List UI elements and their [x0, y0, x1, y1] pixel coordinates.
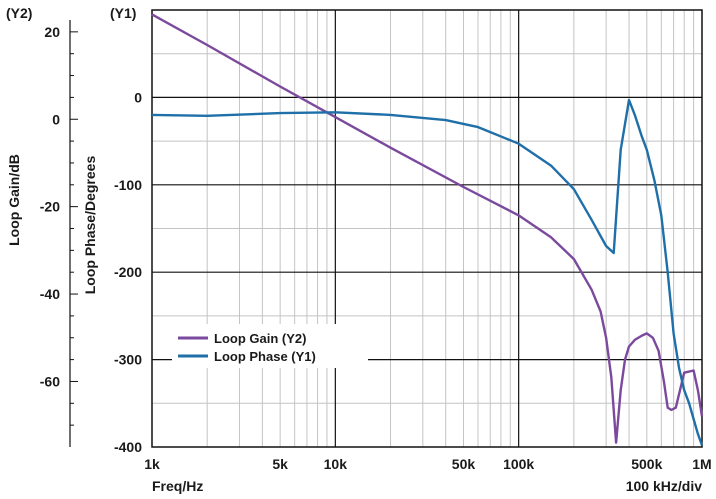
grid-minor-lines: [152, 10, 702, 447]
y1-tick-label: -100: [114, 177, 142, 193]
x-axis-title: Freq/Hz: [152, 478, 203, 494]
x-tick-label: 500k: [631, 456, 662, 472]
legend: Loop Gain (Y2) Loop Phase (Y1): [172, 324, 368, 368]
y1-tick-labels: 0 -100 -200 -300 -400: [114, 89, 142, 455]
x-tick-label: 100k: [503, 456, 534, 472]
x-tick-labels: 1k 5k 10k 50k 100k 500k 1M: [144, 456, 712, 472]
x-tick-label: 10k: [324, 456, 348, 472]
plot-border: [151, 9, 703, 448]
y1-tick-label: 0: [134, 89, 142, 105]
y2-tick-label: 0: [52, 111, 60, 127]
legend-label: Loop Gain (Y2): [214, 331, 306, 346]
grid-major-lines: [152, 10, 702, 447]
y2-axis-title: Loop Gain/dB: [6, 154, 22, 246]
x-tick-label: 5k: [272, 456, 288, 472]
loop-phase-series-line: [151, 98, 704, 446]
x-axis-note: 100 kHz/div: [626, 478, 702, 494]
x-tick-label: 50k: [452, 456, 476, 472]
y2-tick-label: -40: [40, 286, 60, 302]
y2-tick-label: -60: [40, 373, 60, 389]
x-tick-label: 1M: [692, 456, 711, 472]
series-layer: [151, 13, 704, 446]
y2-axis-tag: (Y2): [6, 5, 32, 21]
y1-tick-label: -200: [114, 264, 142, 280]
y2-tick-labels: 20 0 -20 -40 -60: [40, 24, 60, 390]
y1-axis-tag: (Y1): [110, 5, 136, 21]
plot-frame: [69, 9, 703, 448]
y1-tick-label: -400: [114, 439, 142, 455]
y1-axis-title: Loop Phase/Degrees: [82, 156, 98, 295]
legend-background: [172, 324, 368, 368]
y1-tick-label: -300: [114, 352, 142, 368]
y2-tick-label: -20: [40, 199, 60, 215]
x-tick-label: 1k: [144, 456, 160, 472]
y2-tick-label: 20: [44, 24, 60, 40]
loop-gain-series-line: [151, 13, 704, 444]
legend-label: Loop Phase (Y1): [214, 349, 316, 364]
